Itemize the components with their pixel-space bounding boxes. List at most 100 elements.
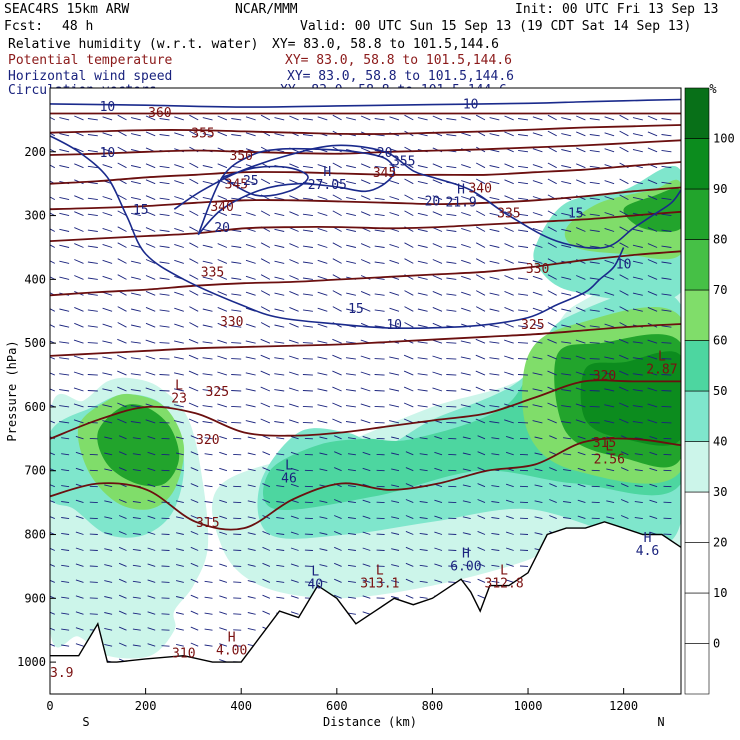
vector-386 — [532, 243, 543, 248]
colorbar-cell-0 — [684, 643, 710, 695]
vector-910 — [477, 435, 486, 440]
vector-285 — [346, 212, 357, 217]
vector-435 — [604, 259, 615, 264]
theta-label-11: 325 — [206, 385, 229, 400]
vector-573 — [59, 324, 70, 328]
wind-label-6: 15 — [348, 302, 364, 317]
vector-510 — [417, 292, 428, 296]
vector-1456 — [104, 643, 113, 647]
vector-1136 — [563, 517, 572, 520]
extremum-value-0: 27.05 — [308, 178, 347, 193]
vector-802 — [188, 402, 199, 408]
vector-1205 — [290, 547, 299, 551]
vector-655 — [604, 340, 615, 344]
vector-1200 — [219, 547, 228, 551]
vector-943 — [319, 452, 328, 456]
vector-1239 — [147, 563, 156, 567]
vector-949 — [405, 451, 414, 456]
vector-828 — [561, 405, 572, 408]
vector-529 — [59, 308, 70, 312]
vector-125 — [576, 147, 586, 153]
vector-956 — [505, 451, 514, 456]
vector-424 — [446, 261, 457, 264]
vector-688 — [446, 358, 457, 360]
vector-905 — [405, 435, 414, 440]
vector-347 — [604, 227, 615, 232]
vector-790 — [647, 387, 658, 392]
vector-990 — [362, 467, 371, 472]
vector-1283 — [147, 579, 156, 583]
vector-674 — [245, 356, 256, 360]
vector-716 — [217, 371, 228, 376]
vector-1420 — [219, 627, 228, 631]
vector-133 — [59, 165, 70, 169]
vector-708 — [102, 372, 113, 376]
vector-835 — [661, 405, 672, 408]
vector-1371 — [147, 611, 156, 615]
extremum-value-3: 46 — [281, 472, 297, 487]
vector-559 — [489, 308, 500, 312]
vector-1060 — [104, 500, 113, 504]
vector-33 — [518, 118, 529, 121]
extremum-value-12: 3.9 — [50, 666, 73, 681]
vector-553 — [404, 306, 414, 312]
vector-734 — [475, 370, 486, 376]
vector-852 — [274, 421, 285, 424]
vector-335 — [432, 227, 443, 232]
wind-label-10: 20 — [425, 194, 441, 209]
vector-13 — [231, 118, 242, 121]
vector-208 — [504, 179, 514, 185]
vector-390 — [589, 245, 600, 248]
colorbar-cell-2 — [684, 542, 710, 594]
vector-1264 — [505, 563, 514, 567]
vector-822 — [475, 402, 486, 408]
vector-137 — [117, 162, 127, 169]
vector-21 — [346, 117, 357, 121]
vector-552 — [389, 307, 400, 312]
vector-795 — [87, 405, 98, 408]
vector-902 — [362, 435, 371, 440]
vector-336 — [446, 229, 457, 232]
vector-1322 — [75, 595, 84, 599]
vector-940 — [276, 453, 285, 456]
vector-754 — [130, 389, 141, 392]
vector-606 — [532, 323, 543, 328]
vector-1236 — [104, 564, 113, 567]
x-end-label-north: N — [657, 715, 664, 729]
vector-90 — [74, 147, 84, 153]
vector-34 — [532, 116, 543, 121]
vector-944 — [334, 451, 342, 456]
theta-contour-325 — [50, 323, 681, 357]
extremum-marker-11: H — [644, 531, 652, 546]
vector-196 — [332, 178, 342, 185]
vector-547 — [317, 307, 328, 312]
vector-354 — [74, 243, 84, 248]
theta-label-8: 335 — [497, 206, 520, 221]
vector-1284 — [161, 581, 170, 583]
vector-843 — [145, 419, 156, 424]
vector-498 — [245, 291, 256, 296]
vector-875 — [604, 420, 615, 424]
vector-710 — [130, 373, 141, 376]
vector-72 — [446, 134, 457, 137]
vector-536 — [159, 309, 170, 312]
vector-397 — [59, 260, 70, 264]
vector-861 — [403, 418, 414, 424]
vector-928 — [104, 452, 113, 456]
vector-683 — [374, 358, 385, 360]
vector-826 — [532, 404, 543, 408]
vector-45 — [59, 133, 70, 137]
vector-746 — [647, 371, 658, 376]
vector-477 — [576, 275, 586, 280]
vector-344 — [561, 228, 572, 232]
vector-631 — [260, 338, 271, 344]
vector-1004 — [563, 469, 572, 472]
vector-167 — [547, 162, 557, 169]
vector-1139 — [606, 516, 615, 520]
vector-159 — [432, 163, 443, 169]
vector-355 — [87, 245, 98, 248]
vector-1168 — [391, 532, 400, 535]
vector-1098 — [649, 499, 658, 504]
vector-1062 — [132, 501, 141, 504]
vector-1215 — [434, 547, 443, 551]
